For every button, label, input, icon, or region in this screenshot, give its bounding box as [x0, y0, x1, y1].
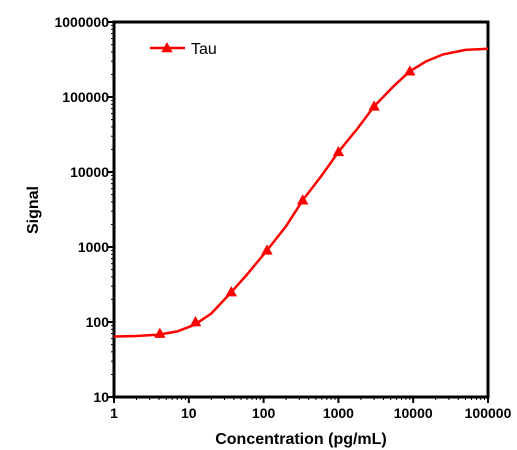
- x-axis-title: Concentration (pg/mL): [215, 431, 387, 448]
- data-point: [225, 286, 238, 297]
- x-tick-label: 10: [181, 405, 197, 421]
- data-point: [332, 145, 345, 157]
- legend: Tau: [150, 41, 217, 58]
- y-tick-label: 100: [86, 314, 110, 330]
- plot-area: [112, 20, 490, 399]
- data-point: [368, 100, 380, 111]
- y-axis-title: Signal: [25, 186, 42, 234]
- x-axis: 1 10 100 1000 10000 100000: [110, 397, 512, 421]
- plot-frame: [112, 20, 490, 399]
- x-tick-label: 1000: [323, 405, 354, 421]
- data-point: [296, 194, 309, 205]
- legend-marker: [161, 42, 173, 53]
- series-layer: [113, 47, 489, 338]
- y-tick-label: 100000: [62, 89, 109, 105]
- y-axis: 10 100 1000 10000 100000 1000000: [54, 14, 114, 405]
- data-point: [154, 327, 166, 338]
- data-point: [261, 244, 273, 255]
- x-tick-label: 10000: [394, 405, 433, 421]
- y-tick-label: 10: [93, 389, 109, 405]
- y-tick-label: 1000: [78, 239, 109, 255]
- x-tick-label: 100: [252, 405, 276, 421]
- data-point: [189, 316, 202, 327]
- x-tick-label: 1: [110, 405, 118, 421]
- y-tick-label: 1000000: [54, 14, 109, 30]
- legend-label: Tau: [191, 41, 217, 58]
- y-tick-label: 10000: [70, 164, 109, 180]
- data-point: [404, 65, 416, 76]
- series-line: [113, 47, 489, 338]
- x-tick-label: 100000: [465, 405, 512, 421]
